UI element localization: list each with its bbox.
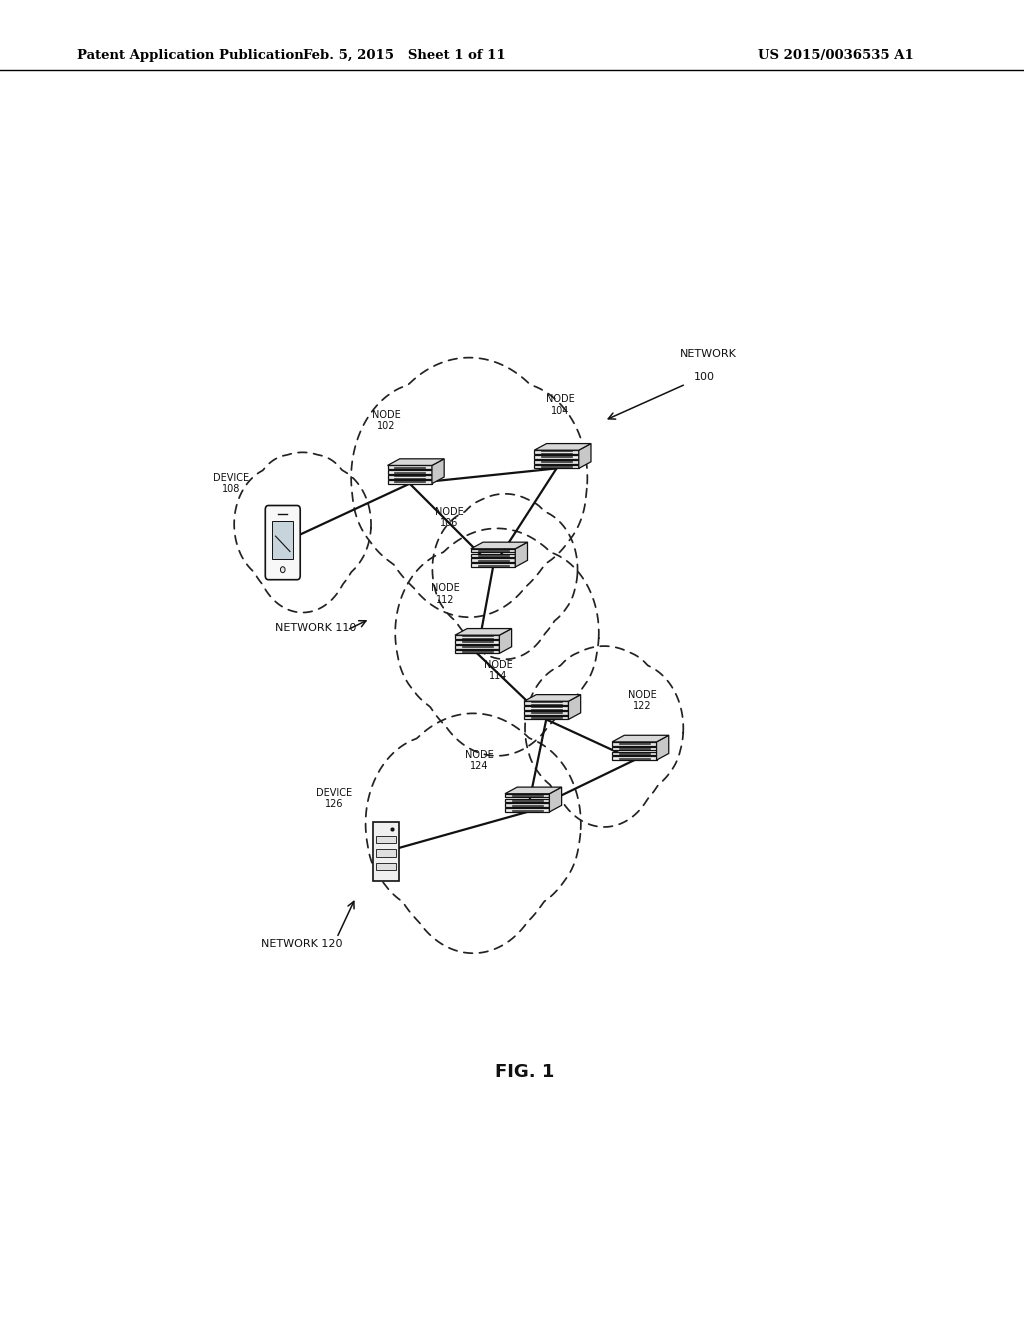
Polygon shape — [387, 459, 444, 466]
Polygon shape — [471, 564, 515, 568]
Polygon shape — [471, 543, 527, 549]
Polygon shape — [535, 450, 579, 454]
Polygon shape — [500, 628, 512, 653]
FancyBboxPatch shape — [376, 836, 395, 843]
FancyBboxPatch shape — [376, 863, 395, 870]
Polygon shape — [505, 799, 550, 803]
Polygon shape — [579, 444, 591, 469]
Polygon shape — [455, 635, 500, 639]
Polygon shape — [387, 470, 432, 474]
Circle shape — [281, 566, 285, 573]
Text: NETWORK 120: NETWORK 120 — [261, 939, 343, 949]
Polygon shape — [612, 735, 669, 742]
Text: DEVICE
108: DEVICE 108 — [213, 473, 249, 494]
Text: NETWORK: NETWORK — [680, 348, 736, 359]
Polygon shape — [568, 694, 581, 719]
FancyBboxPatch shape — [376, 849, 395, 857]
Polygon shape — [432, 459, 444, 483]
Polygon shape — [505, 787, 561, 793]
Polygon shape — [272, 521, 293, 560]
Polygon shape — [387, 480, 432, 483]
Text: FIG. 1: FIG. 1 — [496, 1064, 554, 1081]
Text: NETWORK 110: NETWORK 110 — [274, 623, 356, 634]
Polygon shape — [524, 706, 568, 710]
Polygon shape — [535, 459, 579, 463]
Polygon shape — [455, 645, 500, 648]
Text: Patent Application Publication: Patent Application Publication — [77, 49, 303, 62]
Polygon shape — [515, 543, 527, 568]
Polygon shape — [471, 549, 515, 553]
Polygon shape — [505, 793, 550, 797]
Polygon shape — [524, 701, 568, 705]
Polygon shape — [612, 751, 656, 755]
Text: NODE
104: NODE 104 — [546, 395, 574, 416]
Polygon shape — [471, 558, 515, 562]
Polygon shape — [550, 787, 561, 812]
Polygon shape — [535, 455, 579, 458]
Polygon shape — [505, 804, 550, 807]
Polygon shape — [524, 711, 568, 714]
Text: NODE
106: NODE 106 — [435, 507, 464, 528]
Polygon shape — [455, 640, 500, 644]
Polygon shape — [612, 747, 656, 750]
Polygon shape — [505, 808, 550, 812]
Polygon shape — [612, 742, 656, 746]
Polygon shape — [455, 628, 512, 635]
Text: NODE
102: NODE 102 — [372, 409, 400, 430]
Polygon shape — [535, 444, 591, 450]
Polygon shape — [524, 694, 581, 701]
Text: NODE
114: NODE 114 — [484, 660, 513, 681]
Text: US 2015/0036535 A1: US 2015/0036535 A1 — [758, 49, 913, 62]
Text: DEVICE
126: DEVICE 126 — [316, 788, 352, 809]
Polygon shape — [524, 715, 568, 719]
Text: NODE
124: NODE 124 — [465, 750, 494, 771]
FancyBboxPatch shape — [265, 506, 300, 579]
Polygon shape — [455, 649, 500, 653]
Polygon shape — [612, 756, 656, 760]
Text: 100: 100 — [694, 372, 715, 381]
Text: Feb. 5, 2015   Sheet 1 of 11: Feb. 5, 2015 Sheet 1 of 11 — [303, 49, 506, 62]
Polygon shape — [656, 735, 669, 760]
Polygon shape — [387, 466, 432, 469]
Text: NODE
122: NODE 122 — [628, 690, 656, 711]
Polygon shape — [535, 465, 579, 469]
Polygon shape — [471, 553, 515, 557]
Text: NODE
112: NODE 112 — [431, 583, 460, 605]
Polygon shape — [387, 475, 432, 479]
FancyBboxPatch shape — [373, 822, 398, 880]
